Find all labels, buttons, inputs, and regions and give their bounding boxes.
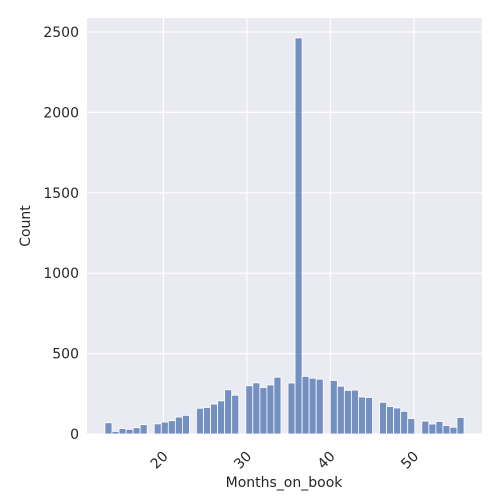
- y-tick-label: 1500: [43, 186, 79, 202]
- bar: [365, 397, 373, 435]
- bar: [167, 420, 176, 435]
- bar: [182, 414, 190, 435]
- bar: [449, 426, 458, 435]
- x-tick-label: 30: [231, 449, 255, 473]
- bar: [132, 427, 141, 435]
- plot-area: [87, 18, 482, 434]
- bar: [308, 377, 317, 435]
- bar: [231, 394, 240, 435]
- bar: [118, 428, 127, 435]
- bar: [287, 382, 296, 435]
- bar: [217, 400, 226, 435]
- bar: [139, 424, 148, 435]
- bar: [393, 407, 402, 435]
- bar: [224, 389, 233, 435]
- bar: [301, 376, 310, 435]
- bar: [210, 403, 219, 435]
- y-tick-label: 0: [70, 427, 79, 443]
- y-axis-label: Count: [18, 205, 34, 247]
- x-tick-label: 20: [148, 449, 172, 473]
- bar: [442, 425, 451, 435]
- bar: [203, 407, 211, 435]
- bar: [315, 378, 324, 435]
- bar: [386, 406, 395, 435]
- x-axis-label: Months_on_book: [226, 475, 344, 491]
- bar: [407, 418, 416, 435]
- y-tick-label: 500: [52, 347, 79, 363]
- bar: [259, 387, 268, 435]
- bar: [435, 421, 444, 435]
- bar: [266, 384, 275, 435]
- bar: [428, 423, 437, 435]
- y-tick-label: 2000: [43, 105, 79, 121]
- bar: [329, 380, 338, 435]
- bar: [358, 396, 366, 435]
- bar: [153, 423, 162, 435]
- bar: [174, 416, 183, 435]
- bar: [273, 376, 282, 435]
- bar: [125, 428, 134, 435]
- bar: [245, 385, 254, 435]
- x-tick-label: 40: [315, 449, 339, 473]
- bar: [160, 421, 169, 435]
- bar: [104, 422, 113, 435]
- bar: [379, 401, 387, 435]
- y-tick-label: 1000: [43, 266, 79, 282]
- x-tick-label: 50: [398, 449, 422, 473]
- bar: [196, 407, 204, 435]
- bar: [421, 420, 430, 435]
- bar: [336, 385, 345, 435]
- bar: [343, 390, 352, 435]
- bar: [111, 431, 120, 435]
- bar: [400, 410, 409, 435]
- bar: [294, 37, 303, 435]
- bar: [456, 417, 465, 435]
- y-tick-label: 2500: [43, 25, 79, 41]
- bar: [350, 389, 359, 435]
- bar: [252, 382, 261, 435]
